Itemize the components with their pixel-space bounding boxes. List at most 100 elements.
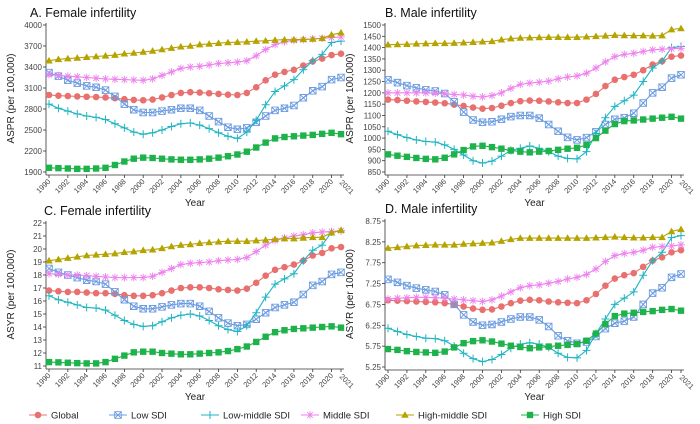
y-tick-label: 1400 bbox=[363, 44, 381, 53]
data-point bbox=[195, 121, 204, 130]
data-point bbox=[280, 301, 289, 309]
data-point bbox=[544, 120, 553, 129]
data-point bbox=[318, 130, 326, 138]
data-point bbox=[177, 351, 185, 358]
data-point bbox=[83, 289, 90, 296]
panel-c: C. Female infertility 11 12 13 14 15 16 17 18 19 2… bbox=[6, 204, 356, 403]
data-point bbox=[45, 269, 53, 278]
data-point bbox=[677, 71, 685, 79]
series-middle-sdi bbox=[384, 240, 685, 306]
data-point bbox=[488, 320, 496, 329]
data-point bbox=[233, 125, 242, 134]
series-line bbox=[387, 74, 682, 141]
series-line bbox=[48, 53, 342, 101]
data-point bbox=[459, 108, 468, 116]
data-point bbox=[611, 312, 619, 320]
data-point bbox=[158, 289, 166, 297]
data-point bbox=[564, 99, 571, 107]
x-tick-label: 2004 bbox=[506, 177, 524, 195]
data-point bbox=[403, 281, 411, 290]
data-point bbox=[658, 114, 666, 121]
data-point bbox=[149, 291, 156, 299]
data-point bbox=[554, 331, 562, 340]
data-point bbox=[120, 273, 129, 282]
data-point bbox=[403, 89, 411, 97]
data-point bbox=[648, 89, 657, 97]
data-point bbox=[223, 132, 232, 141]
data-point bbox=[658, 253, 666, 261]
data-point bbox=[487, 157, 496, 166]
data-point bbox=[215, 349, 222, 356]
data-point bbox=[300, 62, 307, 69]
data-point bbox=[299, 290, 308, 299]
data-point bbox=[554, 127, 562, 136]
data-point bbox=[45, 100, 53, 109]
x-tick-label: 2016 bbox=[279, 177, 297, 195]
data-point bbox=[64, 54, 72, 62]
asterisk-marker-icon bbox=[306, 411, 314, 419]
data-point bbox=[215, 286, 222, 293]
x-tick-label: 2018 bbox=[298, 177, 316, 195]
data-point bbox=[271, 280, 280, 289]
data-point bbox=[148, 321, 157, 330]
data-point bbox=[177, 64, 185, 73]
data-point bbox=[243, 56, 251, 65]
data-point bbox=[516, 80, 525, 89]
data-point bbox=[564, 299, 571, 307]
data-point bbox=[412, 293, 421, 302]
data-point bbox=[129, 49, 138, 56]
data-point bbox=[205, 307, 213, 316]
data-point bbox=[563, 33, 572, 41]
data-point bbox=[299, 234, 308, 241]
data-point bbox=[148, 128, 157, 137]
x-tick-label: 1994 bbox=[72, 371, 90, 389]
data-point bbox=[111, 273, 119, 282]
data-point bbox=[583, 141, 590, 149]
data-point bbox=[535, 281, 544, 289]
data-point bbox=[45, 256, 53, 264]
data-point bbox=[629, 233, 638, 241]
series-low-middle-sdi bbox=[45, 226, 345, 336]
data-point bbox=[120, 123, 129, 132]
data-point bbox=[536, 148, 543, 155]
data-point bbox=[384, 40, 392, 48]
data-point bbox=[261, 45, 270, 54]
data-point bbox=[215, 90, 222, 98]
x-tick-label: 1990 bbox=[34, 177, 52, 195]
x-tick-label: 2020 bbox=[317, 177, 335, 195]
y-tick-label: 1250 bbox=[363, 78, 381, 87]
x-tick-label: 2018 bbox=[638, 372, 656, 390]
panel-a: A. Female infertility 1900 2200 2500 2800 310… bbox=[6, 6, 356, 209]
data-point bbox=[431, 39, 440, 47]
data-point bbox=[111, 288, 119, 296]
x-tick-label: 2006 bbox=[524, 177, 542, 195]
data-point bbox=[214, 59, 223, 68]
data-point bbox=[82, 112, 91, 120]
y-tick-label: 1150 bbox=[364, 100, 382, 109]
y-tick-label: 15 bbox=[33, 310, 42, 319]
data-point bbox=[583, 337, 590, 344]
panel-title: D. Male infertility bbox=[385, 202, 478, 216]
data-point bbox=[620, 73, 628, 81]
data-point bbox=[242, 128, 251, 137]
data-point bbox=[92, 74, 100, 82]
data-point bbox=[544, 77, 553, 85]
data-point bbox=[252, 315, 260, 323]
x-tick-label: 2020 bbox=[657, 372, 675, 390]
data-point bbox=[620, 233, 629, 241]
data-point bbox=[610, 300, 619, 309]
data-point bbox=[507, 84, 515, 93]
data-point bbox=[196, 284, 204, 291]
data-point bbox=[167, 242, 176, 250]
data-point bbox=[167, 68, 176, 76]
data-point bbox=[55, 287, 62, 295]
data-point bbox=[92, 251, 100, 258]
data-point bbox=[611, 233, 619, 240]
data-point bbox=[554, 99, 562, 106]
data-point bbox=[224, 347, 232, 355]
series-high-middle-sdi bbox=[384, 24, 685, 48]
data-point bbox=[667, 25, 676, 33]
data-point bbox=[289, 269, 298, 278]
data-point bbox=[205, 258, 213, 266]
data-point bbox=[82, 73, 91, 82]
